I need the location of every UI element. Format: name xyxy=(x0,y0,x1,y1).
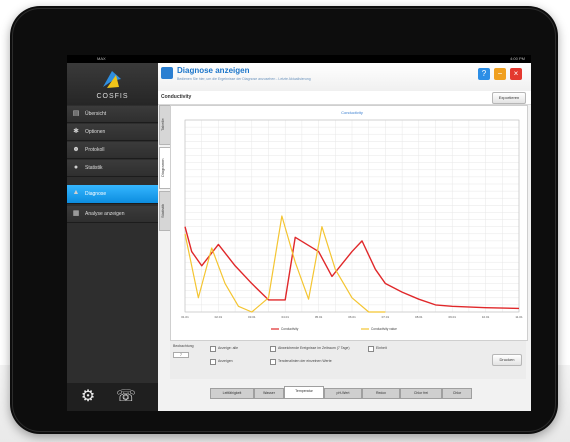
section-title: Conductivity xyxy=(161,94,192,100)
unit-label: Einheit xyxy=(376,346,387,350)
deviation-label: Abweichende Ereignisse im Zeitraum (7 Ta… xyxy=(278,346,350,350)
trend-label: Tendenzlinien der einzelnen Werte xyxy=(278,359,332,363)
legend-label: Conductivity xyxy=(281,327,299,331)
x-tick-label: 04.01 xyxy=(281,315,289,319)
sidebar-item-label: Übersicht xyxy=(85,111,107,117)
chart-panel: Conductivity 01.01 02.01 03.01 04.01 05.01 06.… xyxy=(170,105,528,341)
settings-gear-button[interactable]: ⚙ xyxy=(80,388,96,405)
sidebar: COSFIS ▤ Übersicht ✱ Optionen ☻ Protokol… xyxy=(67,63,158,411)
page-title: Diagnose anzeigen xyxy=(177,66,250,75)
sidebar-item-label: Analyse anzeigen xyxy=(85,211,125,217)
x-tick-label: 09.01 xyxy=(448,315,456,319)
logo-icon xyxy=(103,71,121,88)
tab-ph[interactable]: pH-Wert xyxy=(324,388,362,399)
gear-icon: ✱ xyxy=(73,128,79,135)
sidebar-item-options[interactable]: ✱ Optionen xyxy=(67,124,158,141)
logo-text: COSFIS xyxy=(96,93,129,100)
x-tick-label: 02.01 xyxy=(215,315,223,319)
content-toolbar: Conductivity Exportieren xyxy=(158,91,531,105)
app-icon xyxy=(161,67,173,79)
show-all-label: Anzeige: alle xyxy=(218,346,239,350)
tab-free-chlorine[interactable]: Chlor frei xyxy=(400,388,442,399)
x-tick-label: 06.01 xyxy=(348,315,356,319)
minimize-button[interactable]: − xyxy=(494,68,506,80)
phone-icon[interactable]: ☏ xyxy=(115,388,136,405)
period-label: Beobachtung xyxy=(173,344,194,348)
tab-redox[interactable]: Redox xyxy=(362,388,400,399)
sidebar-item-analysis[interactable]: ▦ Analyse anzeigen xyxy=(67,206,158,223)
x-tick-label: 03.01 xyxy=(248,315,256,319)
plot-frame xyxy=(184,119,520,313)
list-icon: ▦ xyxy=(72,210,80,217)
parameter-tabs: Leitfähigkeit Wasser Temperatur pH-Wert … xyxy=(158,386,531,400)
people-icon: ☻ xyxy=(72,146,80,153)
tab-chlorine[interactable]: Chlor xyxy=(442,388,472,399)
page-subtitle: Bedienen Sie hier, um die Ergebnisse der… xyxy=(177,77,311,81)
print-button[interactable]: Drucken xyxy=(492,354,522,366)
stop-icon: ● xyxy=(73,164,79,171)
show-all-checkbox[interactable] xyxy=(210,346,216,352)
legend-label: Conductivity value xyxy=(371,327,397,331)
ruler-icon: ▤ xyxy=(72,110,80,117)
view-tabs: Tabelle Diagramm Statistik xyxy=(158,105,171,231)
chart-controls: Beobachtung 7 Anzeige: alle Anzeigen Abw… xyxy=(170,341,526,379)
x-tick-label: 08.01 xyxy=(415,315,423,319)
series-line-1 xyxy=(184,215,386,313)
x-tick-label: 11.01 xyxy=(515,315,523,319)
sidebar-item-label: Diagnose xyxy=(85,191,107,197)
sidebar-item-label: Optionen xyxy=(85,129,106,135)
app-logo: COSFIS xyxy=(67,63,158,105)
tab-conductivity[interactable]: Leitfähigkeit xyxy=(210,388,254,399)
sidebar-item-protocol[interactable]: ☻ Protokoll xyxy=(67,142,158,159)
tablet-bezel xyxy=(12,8,556,432)
show-label: Anzeigen xyxy=(218,359,233,363)
line-chart: Conductivity 01.01 02.01 03.01 04.01 05.01 06.… xyxy=(181,110,523,331)
status-left: MAX xyxy=(97,56,106,61)
sidebar-item-label: Statistik xyxy=(85,165,103,171)
status-bar: MAX 4:00 PM xyxy=(67,55,531,63)
unit-checkbox[interactable] xyxy=(368,346,374,352)
status-clock: 4:00 PM xyxy=(510,56,525,61)
series-line-0 xyxy=(184,226,520,310)
x-tick-label: 07.01 xyxy=(382,315,390,319)
sidebar-footer: ⚙ ☏ xyxy=(67,383,158,411)
export-button[interactable]: Exportieren xyxy=(492,92,526,104)
tablet-device: MAX 4:00 PM COSFIS ▤ Übersicht ✱ Optione… xyxy=(10,6,558,434)
period-select[interactable]: 7 xyxy=(173,352,189,358)
show-checkbox[interactable] xyxy=(210,359,216,365)
close-button[interactable]: × xyxy=(510,68,522,80)
window-header: Diagnose anzeigen Bedienen Sie hier, um … xyxy=(158,63,531,92)
help-button[interactable]: ? xyxy=(478,68,490,80)
sidebar-item-label: Protokoll xyxy=(85,147,105,153)
deviation-checkbox[interactable] xyxy=(270,346,276,352)
tab-temperature[interactable]: Temperatur xyxy=(284,386,324,399)
x-tick-label: 05.01 xyxy=(315,315,323,319)
sidebar-item-diagnosis[interactable]: ▲ Diagnose xyxy=(67,185,158,204)
x-tick-label: 01.01 xyxy=(181,315,189,319)
x-tick-label: 10.01 xyxy=(482,315,490,319)
sidebar-item-statistics[interactable]: ● Statistik xyxy=(67,160,158,177)
tab-water[interactable]: Wasser xyxy=(254,388,284,399)
chart-title: Conductivity xyxy=(341,110,363,115)
chart-icon: ▲ xyxy=(72,189,80,196)
app-screen: MAX 4:00 PM COSFIS ▤ Übersicht ✱ Optione… xyxy=(67,55,531,411)
sidebar-item-overview[interactable]: ▤ Übersicht xyxy=(67,106,158,123)
trend-checkbox[interactable] xyxy=(270,359,276,365)
